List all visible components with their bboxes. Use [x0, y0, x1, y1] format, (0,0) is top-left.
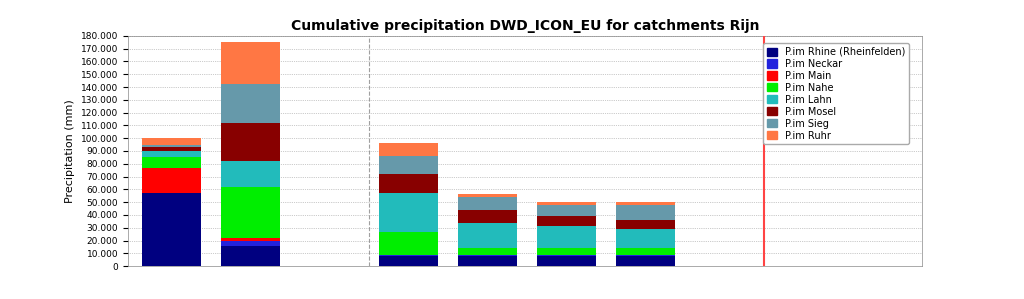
Bar: [141, 157, 201, 168]
Legend: P.im Rhine (Rheinfelden), P.im Neckar, P.im Main, P.im Nahe, P.im Lahn, P.im Mos: P.im Rhine (Rheinfelden), P.im Neckar, P…: [763, 43, 909, 144]
Bar: [458, 197, 517, 210]
Bar: [537, 248, 596, 255]
Bar: [615, 220, 675, 229]
Bar: [615, 248, 675, 255]
Bar: [221, 123, 280, 161]
Bar: [537, 256, 596, 266]
Bar: [141, 193, 201, 266]
Bar: [458, 248, 517, 255]
Bar: [141, 151, 201, 157]
Bar: [221, 246, 280, 266]
Title: Cumulative precipitation DWD_ICON_EU for catchments Rijn: Cumulative precipitation DWD_ICON_EU for…: [291, 19, 759, 33]
Bar: [379, 143, 438, 156]
Bar: [615, 229, 675, 248]
Bar: [141, 145, 201, 147]
Bar: [537, 226, 596, 248]
Bar: [615, 205, 675, 220]
Bar: [221, 238, 280, 240]
Bar: [537, 205, 596, 216]
Bar: [221, 161, 280, 187]
Bar: [141, 138, 201, 145]
Bar: [221, 85, 280, 123]
Bar: [537, 255, 596, 256]
Bar: [379, 255, 438, 256]
Bar: [458, 194, 517, 197]
Bar: [379, 256, 438, 266]
Bar: [615, 256, 675, 266]
Bar: [221, 240, 280, 246]
Bar: [537, 202, 596, 205]
Bar: [615, 255, 675, 256]
Bar: [221, 42, 280, 85]
Bar: [458, 256, 517, 266]
Bar: [615, 202, 675, 205]
Bar: [141, 168, 201, 193]
Bar: [379, 231, 438, 255]
Bar: [221, 187, 280, 238]
Bar: [458, 210, 517, 223]
Bar: [458, 255, 517, 256]
Bar: [379, 156, 438, 174]
Bar: [458, 223, 517, 248]
Bar: [379, 174, 438, 193]
Bar: [379, 193, 438, 231]
Bar: [141, 147, 201, 151]
Y-axis label: Precipitation (mm): Precipitation (mm): [66, 99, 76, 203]
Bar: [537, 216, 596, 226]
